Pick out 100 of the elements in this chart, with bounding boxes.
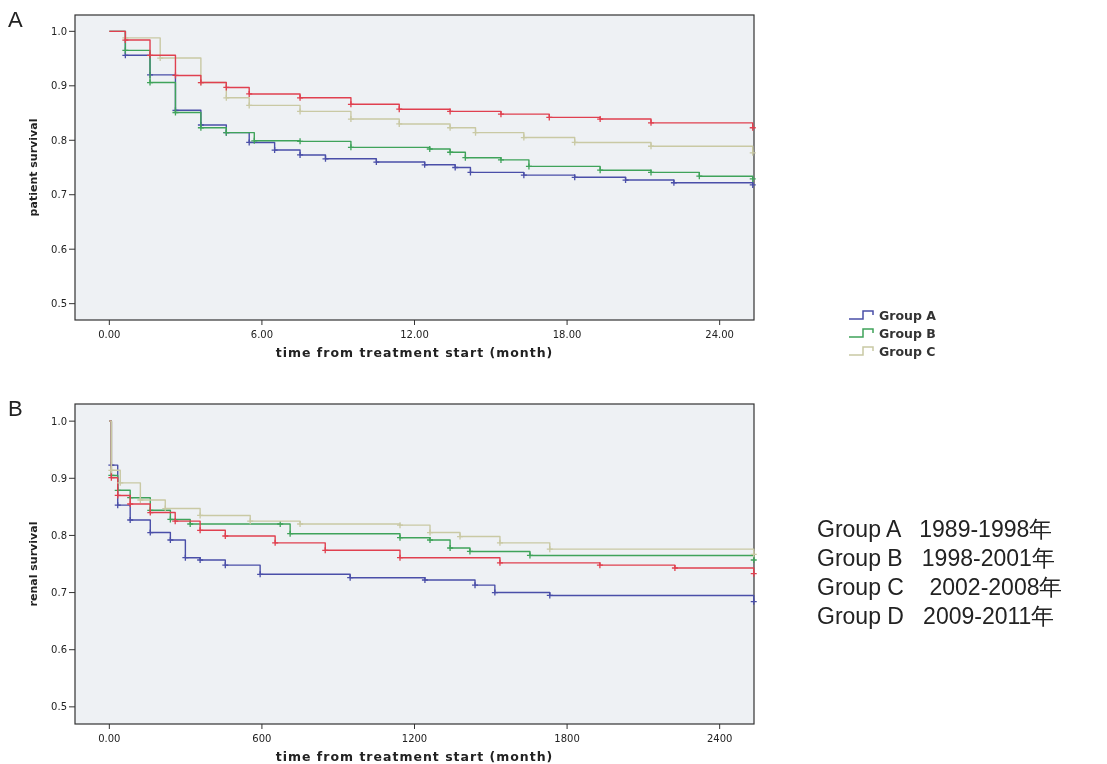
y-axis-title: patient survival	[27, 118, 40, 217]
point	[276, 520, 284, 528]
point	[347, 100, 355, 108]
point	[396, 521, 404, 529]
point	[296, 151, 304, 159]
point	[196, 556, 204, 564]
point	[546, 545, 554, 553]
point	[146, 78, 154, 87]
point	[166, 536, 175, 544]
point	[471, 581, 479, 589]
point	[347, 115, 355, 123]
legend-label: Group A	[879, 308, 937, 323]
y-tick-label: 0.9	[51, 80, 67, 92]
point	[296, 107, 304, 116]
point	[396, 554, 404, 562]
point	[596, 115, 604, 123]
point	[647, 119, 655, 127]
point	[520, 133, 528, 142]
point	[221, 561, 229, 569]
point	[496, 559, 504, 567]
point	[372, 158, 380, 166]
text: Group D 2009-2011年	[817, 603, 1055, 629]
point	[286, 530, 294, 538]
chart-title: A	[8, 7, 23, 32]
legend-label: Group B	[879, 326, 936, 341]
point	[446, 107, 454, 116]
point	[497, 110, 505, 118]
point	[296, 520, 304, 528]
y-tick-label: 1.0	[51, 25, 67, 37]
point	[221, 532, 229, 540]
point	[114, 501, 122, 509]
point	[491, 588, 499, 597]
y-tick-label: 0.5	[51, 701, 67, 713]
point	[126, 500, 134, 508]
point	[446, 544, 454, 552]
point	[426, 528, 434, 537]
text: Group C 2002-2008年	[817, 574, 1063, 600]
point	[421, 576, 429, 584]
point	[426, 536, 434, 544]
x-axis-title: time from treatment start (month)	[275, 749, 554, 764]
point	[186, 520, 194, 528]
point	[596, 166, 604, 174]
point	[466, 547, 474, 556]
x-tick-label: 600	[252, 733, 272, 744]
y-tick-label: 0.9	[51, 472, 67, 484]
point	[196, 526, 204, 534]
point	[146, 51, 154, 59]
point	[596, 561, 604, 569]
point	[256, 570, 264, 578]
x-axis-title: time from treatment start (month)	[275, 345, 554, 360]
point	[270, 146, 279, 154]
x-tick-label: 6.00	[250, 329, 274, 340]
point	[670, 179, 678, 187]
point	[395, 120, 403, 128]
y-axis-title: renal survival	[27, 521, 40, 607]
y-tick-label: 0.8	[51, 134, 67, 146]
point	[647, 168, 655, 177]
point	[426, 145, 434, 153]
y-tick-label: 1.0	[51, 415, 67, 427]
point	[497, 156, 505, 164]
point	[196, 511, 204, 520]
x-tick-label: 0.00	[98, 733, 121, 744]
point	[671, 564, 679, 572]
point	[621, 176, 630, 184]
point	[136, 496, 145, 504]
point	[456, 532, 464, 541]
x-tick-label: 1800	[554, 733, 580, 744]
legend-label: Group C	[879, 344, 936, 359]
x-tick-label: 2400	[706, 733, 733, 744]
point	[446, 148, 454, 156]
y-tick-label: 0.7	[51, 587, 67, 599]
x-tick-label: 18.00	[552, 329, 582, 340]
text: Group B 1998-2001年	[817, 545, 1055, 571]
point	[296, 94, 304, 102]
point	[526, 551, 534, 560]
point	[171, 517, 179, 525]
point	[246, 517, 254, 525]
point	[271, 539, 279, 547]
point	[396, 534, 404, 542]
point	[347, 143, 355, 151]
y-tick-label: 0.6	[51, 644, 67, 656]
point	[520, 171, 528, 179]
text: Group A 1989-1998年	[817, 516, 1053, 542]
point	[446, 124, 454, 132]
point	[525, 162, 533, 171]
x-tick-label: 12.00	[400, 329, 429, 340]
chart-title: B	[8, 396, 23, 421]
point	[296, 137, 304, 146]
y-tick-label: 0.7	[51, 189, 67, 201]
point	[245, 90, 253, 98]
x-tick-label: 1200	[401, 733, 428, 744]
point	[126, 516, 134, 524]
point	[116, 479, 124, 487]
point	[647, 142, 655, 150]
y-tick-label: 0.6	[51, 243, 67, 255]
x-tick-label: 0.00	[98, 329, 121, 340]
point	[496, 539, 504, 547]
y-tick-label: 0.5	[51, 298, 67, 310]
x-tick-label: 24.00	[705, 329, 734, 340]
y-tick-label: 0.8	[51, 529, 67, 541]
